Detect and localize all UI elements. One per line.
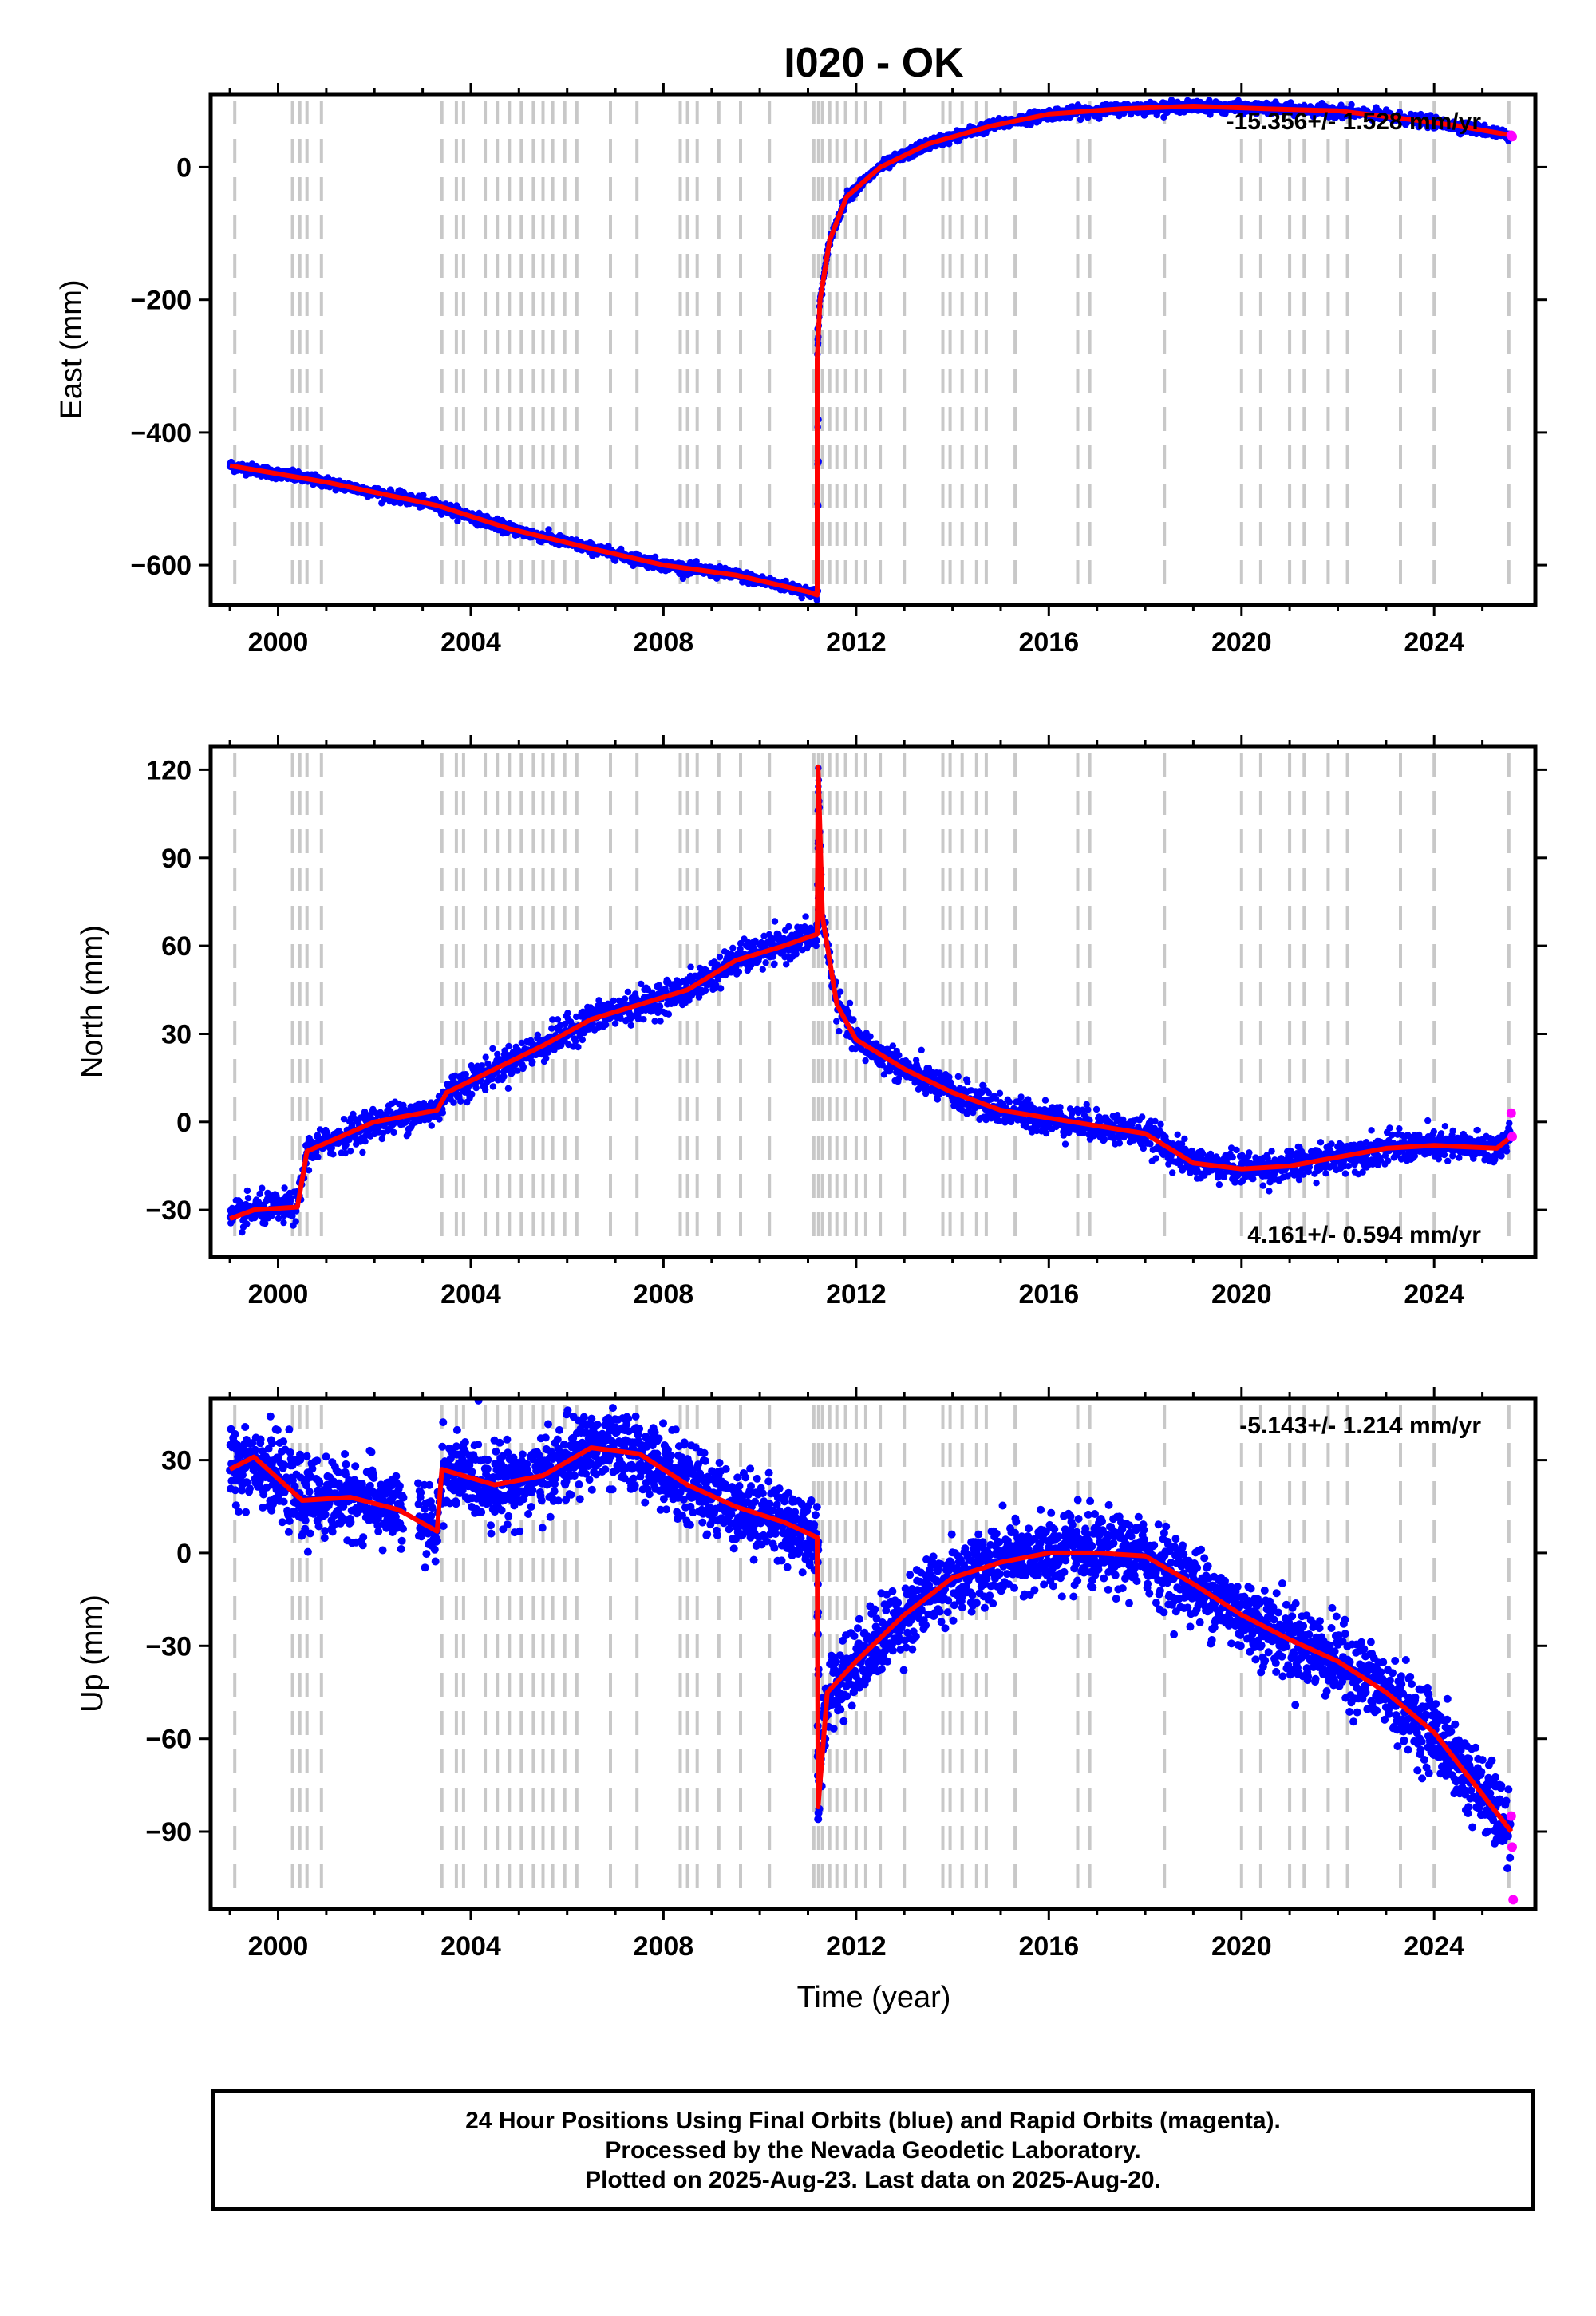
data-point	[964, 1078, 971, 1085]
data-point	[543, 1054, 550, 1062]
x-tick-label: 2000	[248, 627, 309, 658]
data-point	[771, 918, 779, 925]
data-point	[243, 1220, 251, 1227]
data-point	[640, 1016, 647, 1023]
data-point	[895, 1052, 903, 1059]
data-point	[716, 954, 724, 961]
rate-annotation: -15.356+/- 1.528 mm/yr	[1227, 109, 1482, 135]
data-point	[735, 968, 743, 976]
data-point	[1005, 1098, 1013, 1105]
data-point	[428, 1122, 435, 1129]
data-point	[472, 1084, 480, 1092]
data-point	[457, 1097, 464, 1105]
y-tick-label: −600	[130, 551, 192, 581]
data-point	[500, 1073, 508, 1081]
data-point	[836, 1027, 843, 1035]
data-point	[759, 966, 766, 973]
data-point	[813, 937, 820, 944]
data-point	[717, 985, 725, 992]
data-point	[701, 986, 709, 994]
y-tick-label: −400	[130, 418, 192, 449]
data-point	[833, 1018, 840, 1025]
data-point	[954, 1073, 962, 1081]
data-point	[280, 1219, 287, 1227]
data-point	[314, 1153, 322, 1161]
data-point	[504, 1085, 512, 1093]
data-point	[482, 1053, 489, 1061]
data-point	[436, 1116, 443, 1123]
figure-title: I020 - OK	[784, 40, 964, 86]
data-point	[439, 1109, 447, 1117]
data-point	[292, 1218, 299, 1225]
data-point	[519, 1063, 527, 1071]
rapid-point	[1507, 132, 1517, 142]
data-point	[867, 1033, 874, 1040]
data-point	[554, 1016, 562, 1023]
data-point	[450, 1099, 457, 1106]
data-point	[918, 1046, 925, 1054]
data-point	[729, 944, 737, 952]
data-point	[420, 492, 427, 499]
data-point	[505, 1042, 512, 1050]
data-point	[846, 999, 854, 1007]
data-point	[602, 1021, 610, 1029]
data-point	[275, 1215, 282, 1223]
data-point	[762, 959, 769, 966]
data-point	[359, 1148, 366, 1156]
data-point	[481, 1086, 489, 1093]
y-tick-label: −200	[130, 286, 192, 316]
data-point	[256, 1190, 263, 1198]
data-point	[489, 1045, 496, 1053]
north-panel: 2000 2004 2008 2012 2016 2020 2024−30030609012…	[76, 735, 1547, 1310]
data-point	[850, 1016, 857, 1023]
x-tick-label: 2004	[440, 627, 501, 658]
data-point	[693, 558, 700, 565]
data-point	[468, 1090, 476, 1098]
data-point	[687, 963, 694, 970]
data-point	[390, 1128, 397, 1136]
data-point	[244, 1195, 252, 1202]
data-point	[785, 923, 792, 931]
x-tick-label: 2012	[826, 627, 887, 658]
y-axis-label: East (mm)	[55, 279, 89, 419]
east-panel: 2000 2004 2008 2012 2016 2020 2024 −600 −400 −200…	[55, 83, 1547, 658]
data-point	[347, 1148, 354, 1155]
data-point	[836, 988, 844, 995]
data-point	[579, 1036, 586, 1044]
data-point	[621, 995, 629, 1002]
x-tick-label: 2008	[634, 627, 694, 658]
data-point	[771, 960, 778, 967]
x-tick-label: 2024	[1404, 627, 1464, 658]
y-tick-label: 0	[176, 152, 192, 183]
data-point	[665, 1010, 673, 1018]
data-point	[624, 988, 632, 996]
data-point	[243, 1187, 251, 1195]
data-point	[679, 575, 687, 583]
x-tick-label: 2016	[1018, 627, 1079, 658]
data-point	[862, 1057, 869, 1065]
data-point	[813, 596, 820, 603]
data-point	[575, 1043, 582, 1051]
data-point	[281, 1184, 288, 1192]
data-point	[769, 953, 777, 960]
data-point	[489, 1083, 497, 1090]
data-point	[259, 1184, 266, 1192]
x-tick-label: 2020	[1211, 627, 1272, 658]
data-point	[657, 1018, 664, 1025]
data-point	[627, 1022, 634, 1029]
data-point	[330, 1151, 337, 1158]
data-point	[802, 913, 809, 920]
data-point	[996, 1089, 1004, 1097]
data-point	[287, 1195, 294, 1202]
data-point	[611, 1020, 619, 1027]
data-point	[529, 1058, 536, 1066]
data-point	[545, 526, 552, 533]
data-point	[378, 1135, 385, 1143]
